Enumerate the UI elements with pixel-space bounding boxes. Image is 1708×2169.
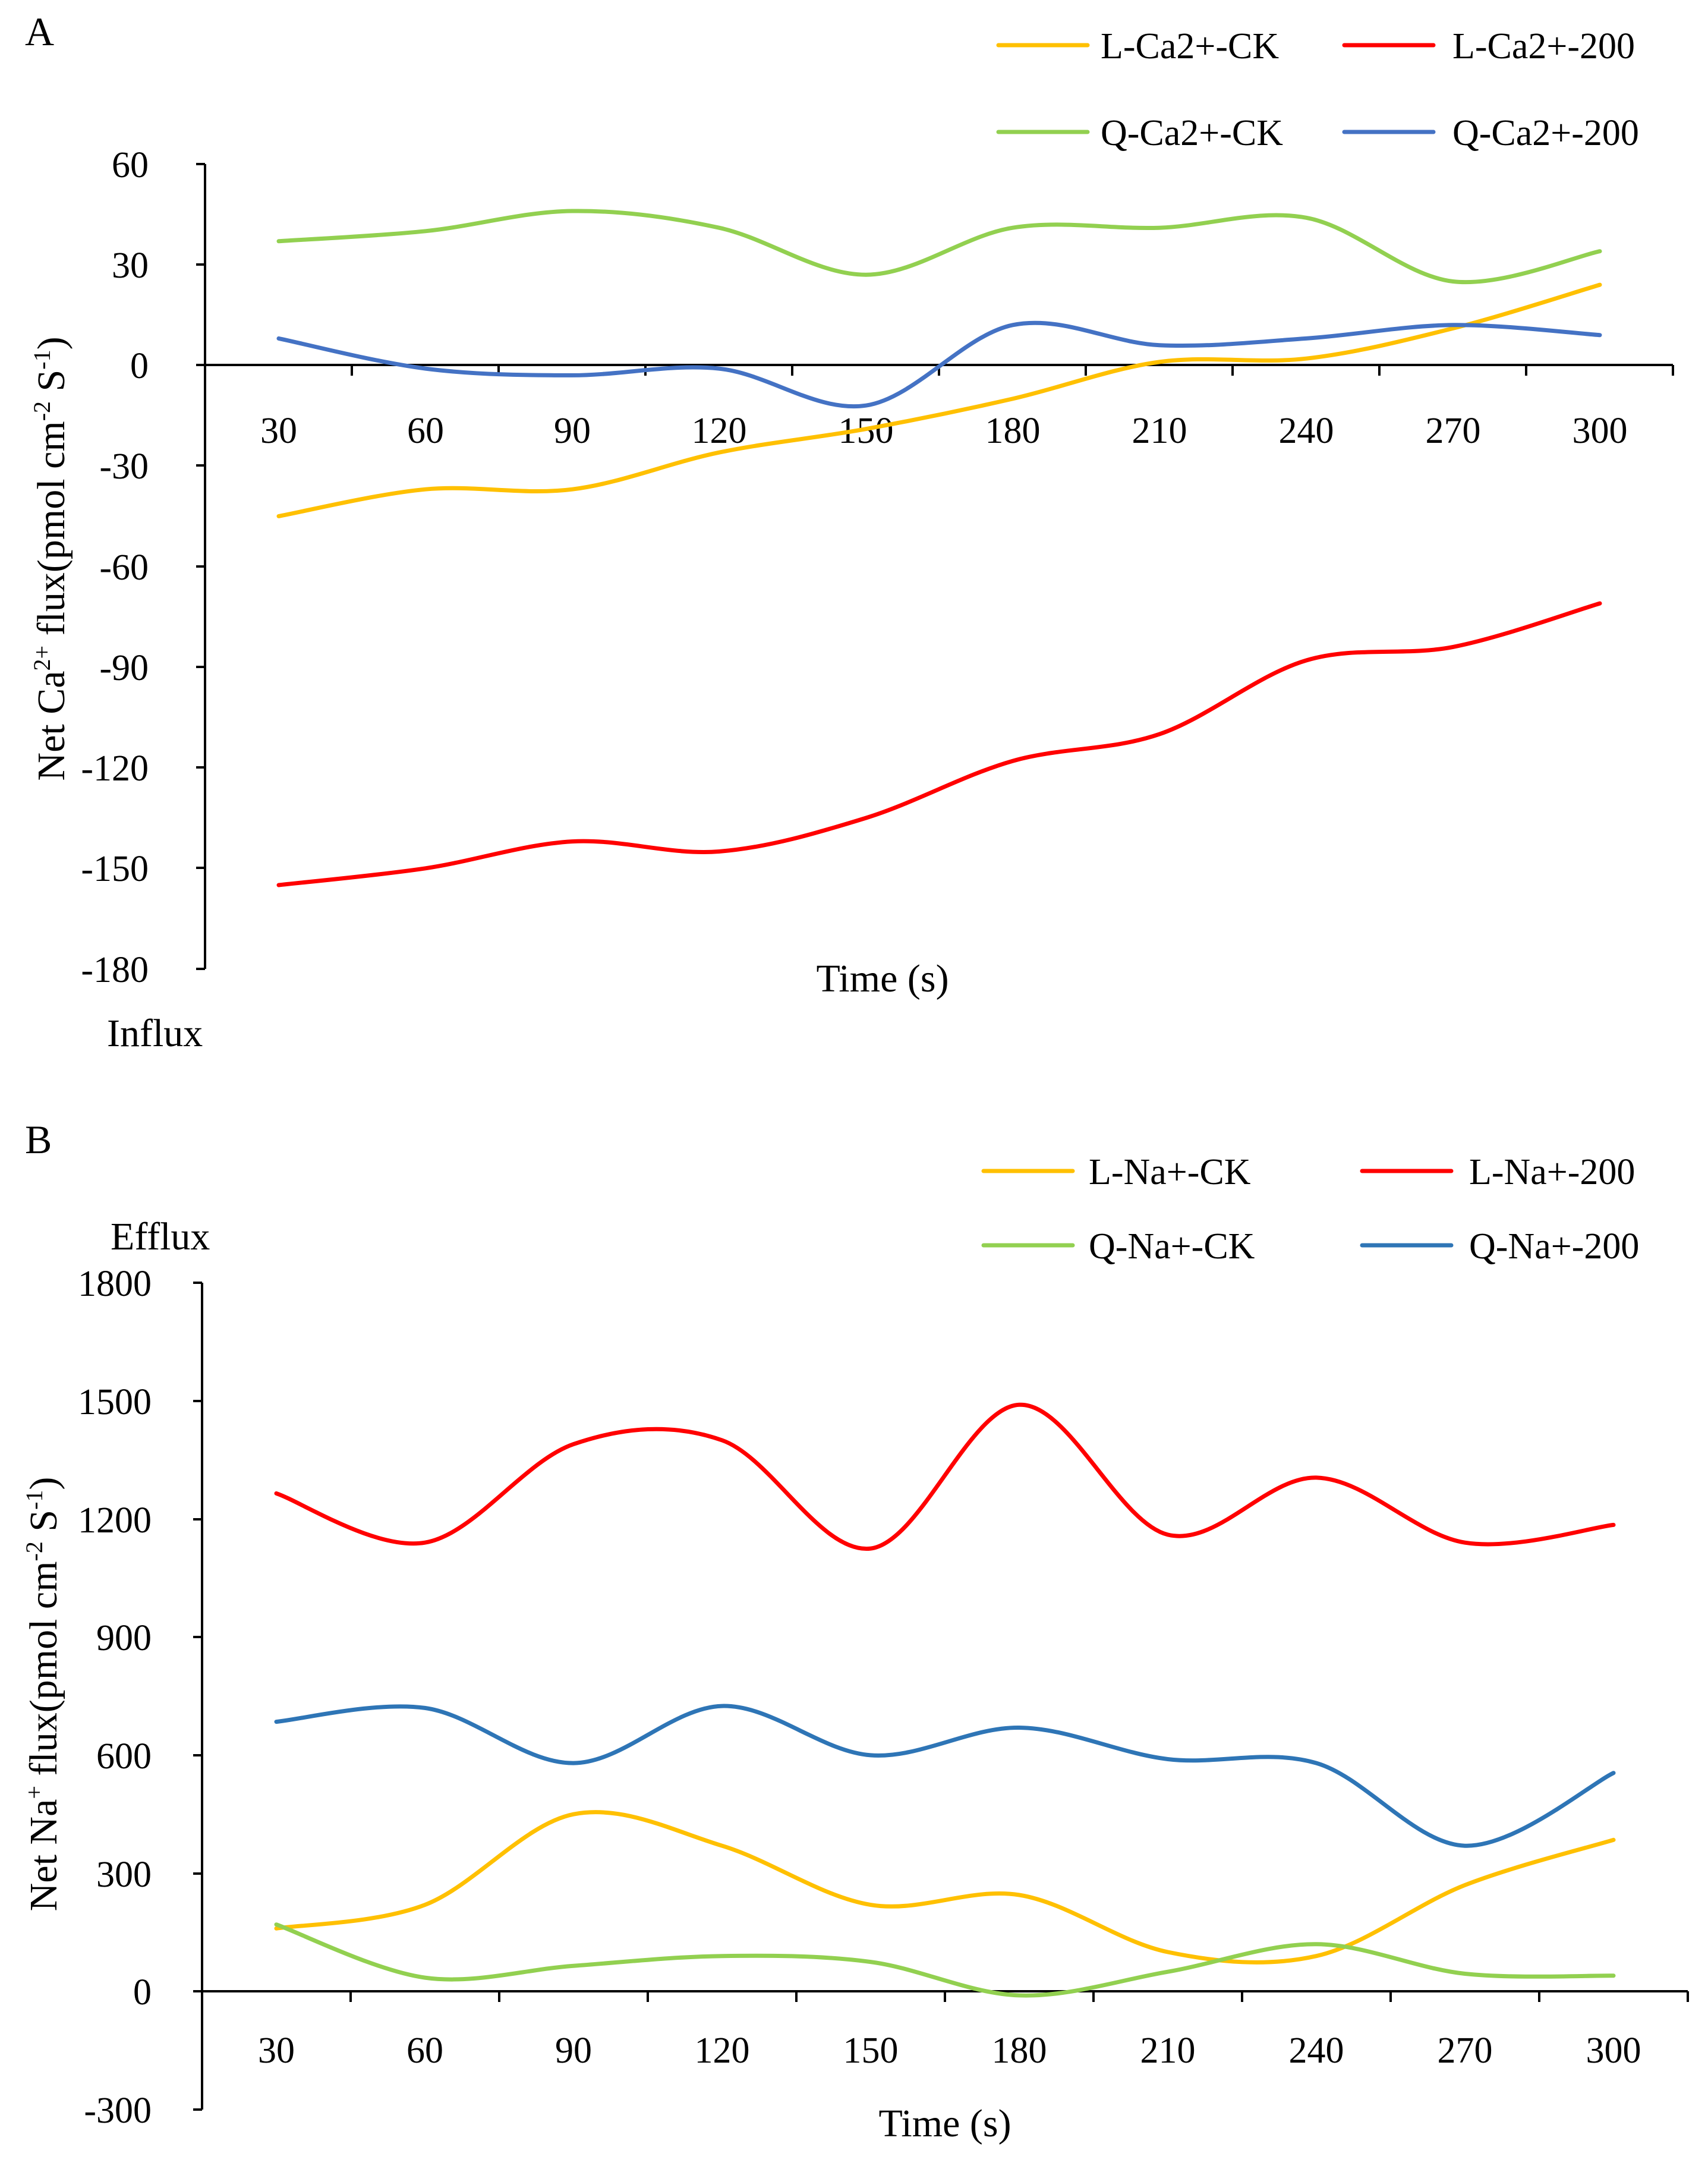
y-title-a-sup: -1 [29, 350, 55, 369]
x-tick-label-a: 240 [1279, 411, 1334, 451]
y-title-b-sup: -2 [21, 1541, 48, 1561]
panel-b: B L-Na+-CK L-Na+-200 Q-Na+-CK Q-Na+-200 … [21, 1117, 1689, 2145]
y-tick-label-b: 0 [133, 1972, 152, 2013]
x-tick-label-b: 300 [1586, 2031, 1641, 2071]
y-tick-label-b: 900 [96, 1618, 152, 1658]
y-tick-label-a: -30 [99, 446, 149, 487]
y-title-b-part: Net Na [22, 1799, 65, 1912]
x-tick-label-a: 90 [554, 411, 591, 451]
y-title-b-sup: -1 [21, 1490, 48, 1510]
x-tick-label-a: 300 [1573, 411, 1628, 451]
y-tick-label-a: -120 [81, 748, 149, 789]
line-l-ca-ck [276, 282, 1602, 518]
y-title-b-part: flux(pmol cm [22, 1561, 65, 1786]
y-tick-label-a: 30 [112, 245, 149, 286]
line-q-na-ck [274, 1922, 1616, 1998]
y-tick-label-a: 60 [112, 145, 149, 185]
y-title-b-sup: + [21, 1786, 48, 1799]
series-layer-b [274, 1402, 1616, 1998]
panel-b-label: B [25, 1117, 52, 1162]
x-tick-label-a: 60 [407, 411, 444, 451]
legend-b-label-q-na-ck: Q-Na+-CK [1089, 1226, 1255, 1267]
x-tick-label-b: 30 [258, 2031, 295, 2071]
x-tick-label-b: 240 [1289, 2031, 1344, 2071]
y-tick-label-a: 0 [130, 346, 149, 386]
influx-annotation: Influx [107, 1012, 203, 1055]
line-l-na-ck [274, 1810, 1616, 1965]
legend-a-label-q-ca-200: Q-Ca2+-200 [1452, 113, 1639, 153]
y-ticks-b: 1800 1500 1200 900 600 300 0 -300 [78, 1264, 202, 2131]
y-tick-label-b: -300 [84, 2091, 152, 2131]
y-tick-label-a: -90 [99, 648, 149, 688]
x-tick-label-b: 120 [695, 2031, 750, 2071]
line-q-ca-ck [276, 209, 1602, 285]
y-tick-label-a: -60 [99, 547, 149, 588]
x-ticks-b: 30 60 90 120 150 180 210 240 270 300 [201, 1991, 1689, 2071]
x-ticks-a: 30 60 90 120 150 180 210 240 270 300 [204, 365, 1674, 451]
line-q-ca-200 [276, 320, 1602, 409]
line-l-na-200 [274, 1402, 1616, 1551]
y-title-a-part: Net Ca [30, 670, 73, 780]
legend-b-label-q-na-200: Q-Na+-200 [1469, 1226, 1639, 1267]
x-tick-label-a: 180 [985, 411, 1041, 451]
x-tick-label-b: 60 [406, 2031, 443, 2071]
legend-b: L-Na+-CK L-Na+-200 Q-Na+-CK Q-Na+-200 [981, 1152, 1639, 1267]
x-tick-label-b: 180 [992, 2031, 1047, 2071]
x-tick-label-b: 270 [1438, 2031, 1493, 2071]
legend-a-label-l-ca-200: L-Ca2+-200 [1452, 26, 1635, 67]
x-tick-label-b: 210 [1140, 2031, 1196, 2071]
legend-b-label-l-na-ck: L-Na+-CK [1089, 1152, 1251, 1192]
y-title-a-part: ) [30, 336, 73, 350]
efflux-annotation: Efflux [111, 1215, 210, 1258]
panel-a: A L-Ca2+-CK L-Ca2+-200 Q-Ca2+-CK Q-Ca2+-… [25, 9, 1674, 1055]
x-tick-label-b: 90 [555, 2031, 592, 2071]
y-tick-label-b: 1500 [78, 1382, 152, 1422]
legend-b-label-l-na-200: L-Na+-200 [1469, 1152, 1635, 1192]
panel-a-label: A [25, 9, 54, 54]
y-axis-title-a: Net Ca2+ flux(pmol cm-2 S-1) [29, 336, 73, 780]
legend-a-label-l-ca-ck: L-Ca2+-CK [1101, 26, 1279, 67]
y-tick-label-a: -150 [81, 849, 149, 889]
y-tick-label-b: 1200 [78, 1500, 152, 1541]
y-tick-label-b: 300 [96, 1855, 152, 1895]
y-tick-label-b: 1800 [78, 1264, 152, 1304]
legend-a-label-q-ca-ck: Q-Ca2+-CK [1101, 113, 1283, 153]
x-tick-label-a: 210 [1132, 411, 1187, 451]
y-title-a-part: flux(pmol cm [30, 421, 73, 646]
line-l-ca-200 [276, 601, 1602, 887]
x-tick-label-a: 30 [260, 411, 297, 451]
x-tick-label-b: 150 [843, 2031, 899, 2071]
series-layer-a [276, 209, 1602, 887]
y-title-a-sup: 2+ [29, 646, 55, 671]
y-ticks-a: 60 30 0 -30 -60 -90 -120 -150 -180 [81, 145, 205, 990]
y-title-a-sup: -2 [29, 401, 55, 421]
y-tick-label-a: -180 [81, 950, 149, 990]
x-axis-title-b: Time (s) [878, 2102, 1011, 2145]
y-tick-label-b: 600 [96, 1736, 152, 1777]
x-tick-label-a: 270 [1426, 411, 1481, 451]
y-axis-title-b: Net Na+ flux(pmol cm-2 S-1) [21, 1477, 65, 1912]
line-q-na-200 [274, 1704, 1616, 1848]
x-axis-title-a: Time (s) [816, 957, 948, 1000]
legend-a: L-Ca2+-CK L-Ca2+-200 Q-Ca2+-CK Q-Ca2+-20… [996, 26, 1639, 153]
y-title-b-part: ) [22, 1477, 65, 1490]
y-title-b-part: S [22, 1510, 65, 1541]
y-title-a-part: S [30, 370, 73, 401]
x-tick-label-a: 120 [692, 411, 747, 451]
